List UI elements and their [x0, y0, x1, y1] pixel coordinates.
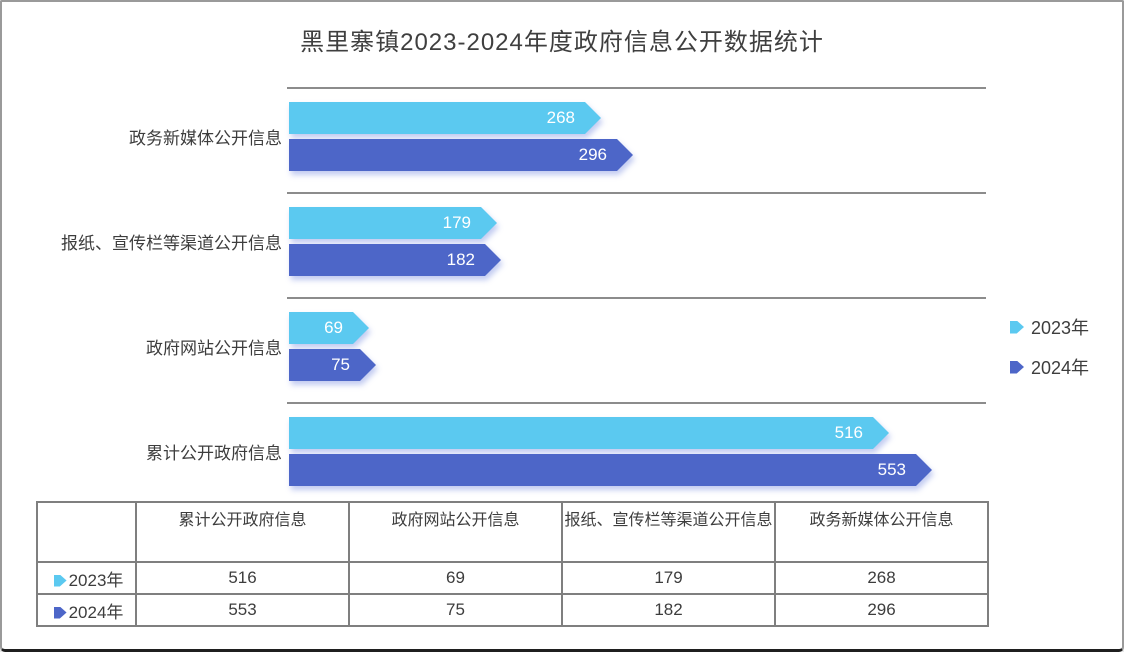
table-row: 2024年 553 75 182 296	[36, 593, 989, 627]
legend-item-2023: 2023年	[1010, 314, 1089, 340]
data-table: 累计公开政府信息 政府网站公开信息 报纸、宣传栏等渠道公开信息 政务新媒体公开信息 20…	[36, 501, 989, 627]
chart-title: 黑里寨镇2023-2024年度政府信息公开数据统计	[300, 29, 824, 56]
table-column-header: 累计公开政府信息	[135, 501, 350, 563]
table-row: 2023年 516 69 179 268	[36, 561, 989, 595]
bar-value-label: 75	[331, 355, 350, 374]
bar-shadow-wrap: 69	[289, 312, 376, 344]
chart-category-row: 报纸、宣传栏等渠道公开信息 179 182	[2, 192, 992, 297]
bar-shadow-wrap: 75	[289, 349, 376, 381]
bar-value-label: 182	[446, 250, 475, 269]
legend: 2023年 2024年	[1010, 314, 1089, 380]
category-label: 政务新媒体公开信息	[129, 129, 282, 148]
chart-category-row: 累计公开政府信息 516 553	[2, 402, 992, 507]
chart-row-inner: 政府网站公开信息 69 75	[2, 297, 992, 402]
row-label-text: 2024年	[68, 602, 124, 622]
bar-shadow-wrap: 182	[289, 244, 501, 276]
bar-value-label: 179	[442, 213, 471, 232]
legend-label: 2023年	[1031, 318, 1090, 338]
table-cell-value: 182	[561, 593, 776, 627]
data-table-wrap: 累计公开政府信息 政府网站公开信息 报纸、宣传栏等渠道公开信息 政务新媒体公开信息 20…	[36, 501, 989, 627]
bar-chart: 政务新媒体公开信息 268 296 报纸、宣传栏等渠道公开信息 179 182 政府网站公开…	[2, 87, 992, 507]
chart-row-inner: 政务新媒体公开信息 268 296	[2, 87, 992, 192]
bar-shadow-wrap: 268	[289, 102, 633, 134]
bar-value-label: 296	[578, 145, 607, 164]
chart-row-inner: 报纸、宣传栏等渠道公开信息 179 182	[2, 192, 992, 297]
table-cell-value: 75	[348, 593, 563, 627]
bar-shadow-wrap: 516	[289, 417, 932, 449]
row-label-text: 2023年	[68, 570, 124, 590]
table-cell-value: 296	[774, 593, 989, 627]
bar-2024: 75	[289, 349, 376, 381]
table-row-label: 2023年	[36, 561, 137, 595]
bar-value-label: 69	[324, 318, 343, 337]
bar-2023: 69	[289, 312, 369, 344]
legend-marker-icon	[1010, 360, 1024, 374]
bar-2024: 182	[289, 244, 501, 276]
table-cell-value: 179	[561, 561, 776, 595]
table-header-row: 累计公开政府信息 政府网站公开信息 报纸、宣传栏等渠道公开信息 政务新媒体公开信息	[36, 501, 989, 563]
bar-value-label: 516	[834, 423, 863, 442]
gridline	[287, 402, 986, 404]
category-bars: 516 553	[289, 402, 932, 507]
bar-2023: 268	[289, 102, 601, 134]
gridline	[287, 297, 986, 299]
table-column-header: 政务新媒体公开信息	[774, 501, 989, 563]
category-label: 政府网站公开信息	[146, 339, 282, 358]
table-cell-value: 516	[135, 561, 350, 595]
category-label: 报纸、宣传栏等渠道公开信息	[61, 234, 282, 253]
bar-shadow-wrap: 553	[289, 454, 932, 486]
bar-2024: 553	[289, 454, 932, 486]
category-bars: 268 296	[289, 87, 633, 192]
category-bars: 179 182	[289, 192, 501, 297]
legend-marker-icon	[1010, 320, 1024, 334]
table-cell-value: 553	[135, 593, 350, 627]
category-label: 累计公开政府信息	[146, 444, 282, 463]
chart-category-row: 政务新媒体公开信息 268 296	[2, 87, 992, 192]
series-marker-icon	[53, 574, 67, 587]
chart-row-inner: 累计公开政府信息 516 553	[2, 402, 992, 507]
bar-value-label: 268	[546, 108, 575, 127]
bar-2023: 516	[289, 417, 889, 449]
legend-label: 2024年	[1031, 358, 1090, 378]
category-bars: 69 75	[289, 297, 376, 402]
chart-category-row: 政府网站公开信息 69 75	[2, 297, 992, 402]
table-cell-value: 69	[348, 561, 563, 595]
table-cell-value: 268	[774, 561, 989, 595]
table-row-label: 2024年	[36, 593, 137, 627]
gridline	[287, 87, 986, 89]
gridline	[287, 192, 986, 194]
bar-2024: 296	[289, 139, 633, 171]
series-marker-icon	[53, 606, 67, 619]
data-table-body: 累计公开政府信息 政府网站公开信息 报纸、宣传栏等渠道公开信息 政务新媒体公开信息 20…	[36, 501, 989, 627]
legend-item-2024: 2024年	[1010, 354, 1089, 380]
bar-shadow-wrap: 296	[289, 139, 633, 171]
table-corner-cell	[36, 501, 137, 563]
table-column-header: 报纸、宣传栏等渠道公开信息	[561, 501, 776, 563]
bar-value-label: 553	[877, 460, 906, 479]
table-column-header: 政府网站公开信息	[348, 501, 563, 563]
bar-shadow-wrap: 179	[289, 207, 501, 239]
bar-2023: 179	[289, 207, 497, 239]
